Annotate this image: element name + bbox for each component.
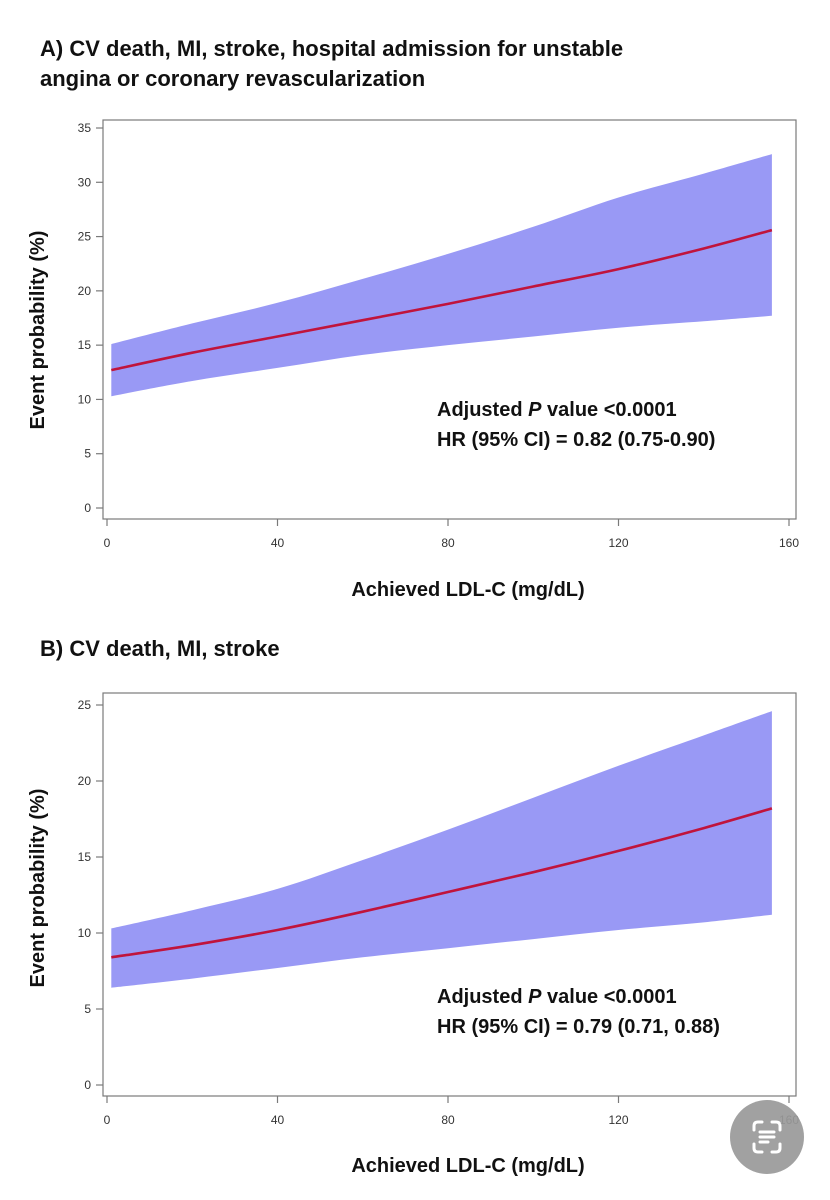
panel-b-x-axis-label: Achieved LDL-C (mg/dL) <box>351 1155 584 1177</box>
y-tick-label: 15 <box>78 850 92 864</box>
panel-b-title-line-1: B) CV death, MI, stroke <box>40 636 280 661</box>
panel-a-y-axis-label: Event probability (%) <box>27 231 49 430</box>
panel-b-pvalue-annotation: Adjusted P value <0.0001 <box>437 986 677 1008</box>
y-tick-label: 5 <box>84 1002 91 1016</box>
x-tick-label: 80 <box>441 536 455 550</box>
panel-a-plot-frame <box>102 119 797 520</box>
y-tick-label: 15 <box>78 338 92 352</box>
y-tick-label: 20 <box>78 284 92 298</box>
panel-a-estimate-line <box>111 228 773 372</box>
x-tick-label: 0 <box>104 1113 111 1127</box>
panel-a-y-axis-ticks: 0 5 10 15 20 25 30 35 <box>78 121 103 515</box>
y-tick-label: 25 <box>78 230 92 244</box>
panel-a-x-axis-ticks: 0 40 80 120 160 <box>104 519 799 550</box>
panel-b-y-axis-label: Event probability (%) <box>27 789 49 988</box>
text-scan-icon <box>752 1120 782 1154</box>
panel-b-estimate-line <box>111 807 773 959</box>
y-tick-label: 20 <box>78 774 92 788</box>
y-tick-label: 10 <box>78 926 92 940</box>
panel-a-x-axis-label: Achieved LDL-C (mg/dL) <box>351 579 584 601</box>
y-tick-label: 0 <box>84 501 91 515</box>
x-tick-label: 120 <box>608 536 628 550</box>
y-tick-label: 5 <box>84 447 91 461</box>
panel-b-plot-frame <box>102 692 797 1097</box>
panel-a: A) CV death, MI, stroke, hospital admiss… <box>27 36 799 601</box>
panel-a-confidence-band <box>111 154 772 397</box>
panel-b-confidence-band <box>111 711 772 988</box>
y-tick-label: 30 <box>78 175 92 189</box>
y-tick-label: 0 <box>84 1078 91 1092</box>
panel-a-title-line-2: angina or coronary revascularization <box>40 66 425 91</box>
y-tick-label: 10 <box>78 392 92 406</box>
panel-a-title-line-1: A) CV death, MI, stroke, hospital admiss… <box>40 36 623 61</box>
panel-b-y-axis-ticks: 0 5 10 15 20 25 <box>78 698 103 1092</box>
panel-b: B) CV death, MI, stroke 0 5 10 15 20 25 0 40 80… <box>27 636 799 1177</box>
x-tick-label: 0 <box>104 536 111 550</box>
panel-b-hr-annotation: HR (95% CI) = 0.79 (0.71, 0.88) <box>437 1016 720 1038</box>
x-tick-label: 120 <box>608 1113 628 1127</box>
x-tick-label: 40 <box>271 1113 285 1127</box>
panel-a-hr-annotation: HR (95% CI) = 0.82 (0.75-0.90) <box>437 429 715 451</box>
panel-a-pvalue-annotation: Adjusted P value <0.0001 <box>437 399 677 421</box>
x-tick-label: 80 <box>441 1113 455 1127</box>
text-scan-button[interactable] <box>730 1100 804 1174</box>
y-tick-label: 25 <box>78 698 92 712</box>
y-tick-label: 35 <box>78 121 92 135</box>
x-tick-label: 160 <box>779 536 799 550</box>
x-tick-label: 40 <box>271 536 285 550</box>
